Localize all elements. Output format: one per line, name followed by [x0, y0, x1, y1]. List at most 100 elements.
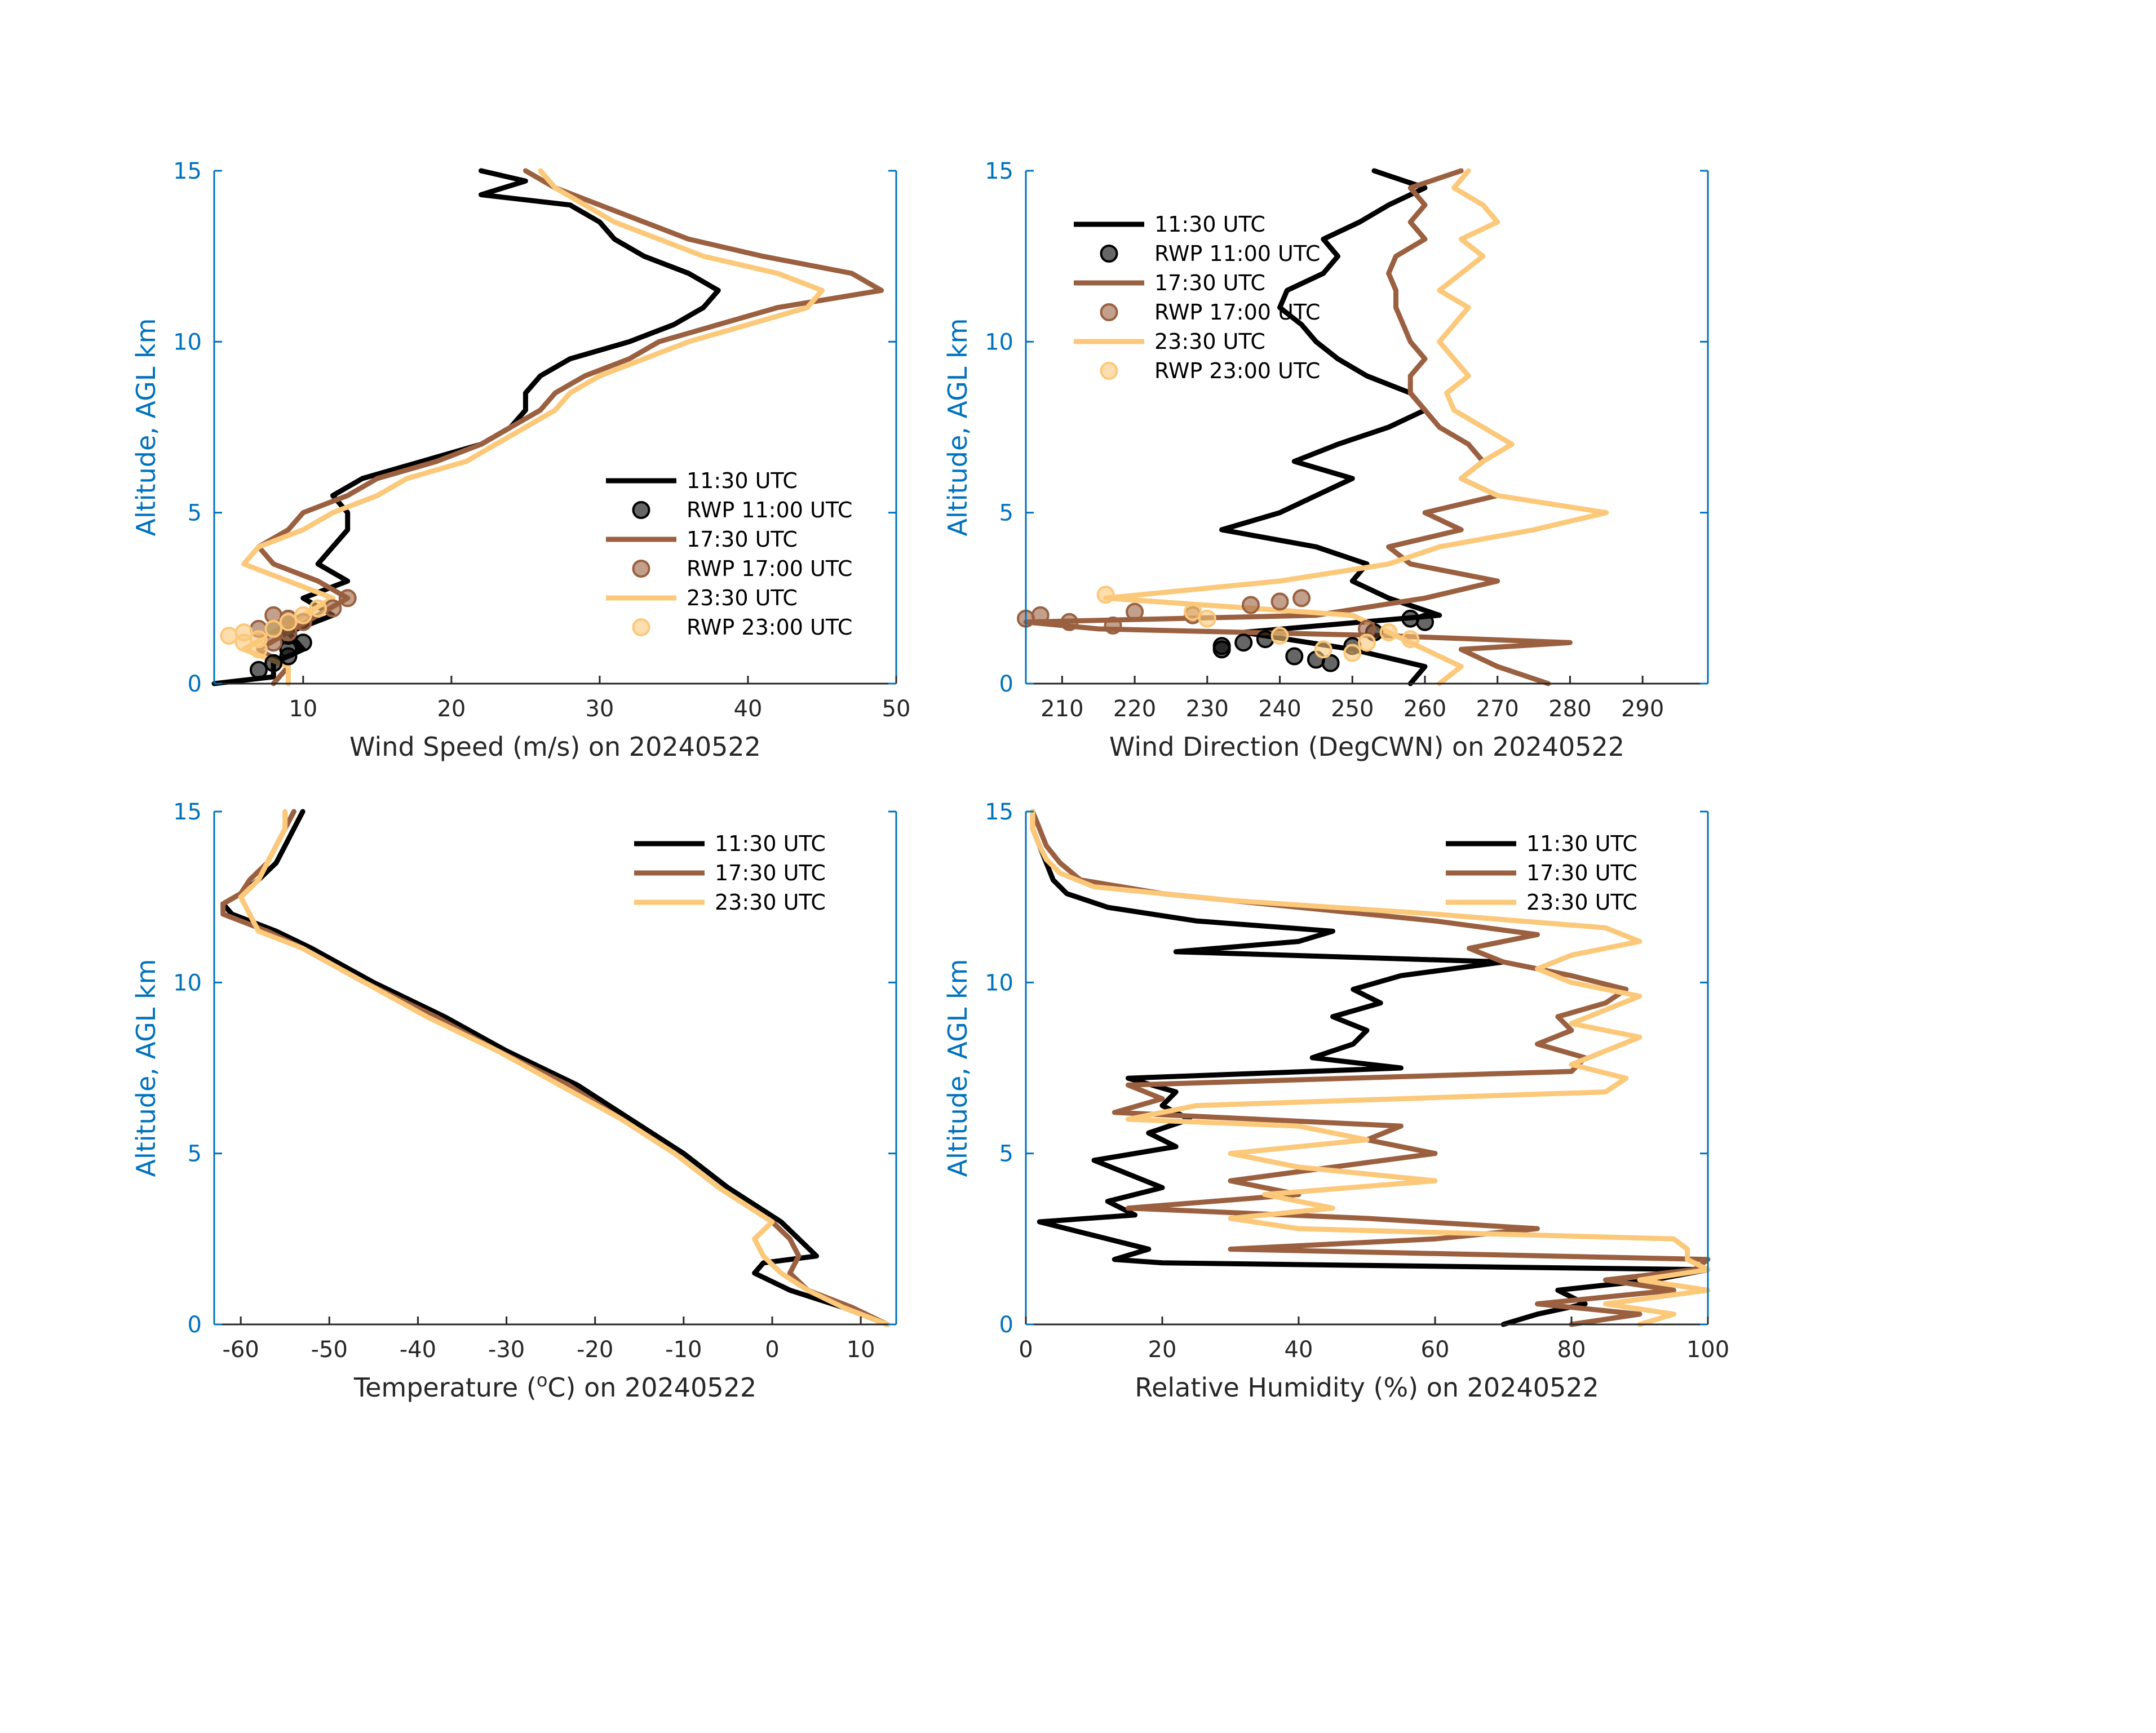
- y-axis-label: Altitude, AGL km: [131, 318, 161, 536]
- y-tick-label: 10: [173, 329, 202, 355]
- scatter-point: [324, 599, 342, 618]
- scatter-point: [1212, 637, 1231, 655]
- y-axis-label: Altitude, AGL km: [942, 318, 973, 536]
- x-tick-label: -60: [222, 1337, 259, 1363]
- scatter-point: [1242, 596, 1260, 614]
- series-line-11-30-utc: [1219, 168, 1442, 686]
- series-group: [1030, 809, 1711, 1327]
- legend-label-rwp-17-00-utc: RWP 17:00 UTC: [687, 556, 852, 581]
- scatter-point: [1104, 616, 1122, 635]
- legend-swatch-rwp-11-00-utc: [1100, 245, 1118, 263]
- legend-label-rwp-23-00-utc: RWP 23:00 UTC: [687, 615, 852, 640]
- scatter-point: [234, 623, 253, 641]
- scatter-point: [1379, 623, 1398, 641]
- y-tick-label: 15: [173, 158, 202, 184]
- legend-swatch-rwp-11-00-utc: [632, 501, 650, 519]
- legend-label-23-30-utc: 23:30 UTC: [1154, 329, 1265, 354]
- scatter-point: [1270, 627, 1289, 645]
- x-tick-label: 290: [1621, 696, 1664, 722]
- scatter-rwp-17-00-utc: [1017, 589, 1376, 638]
- legend-label-17-30-utc: 17:30 UTC: [1526, 861, 1637, 885]
- scatter-point: [1343, 644, 1362, 662]
- x-tick-label: 270: [1476, 696, 1519, 722]
- scatter-point: [1198, 609, 1216, 628]
- scatter-point: [264, 654, 283, 672]
- scatter-point: [1292, 589, 1311, 608]
- scatter-point: [264, 619, 283, 638]
- scatter-point: [1416, 613, 1434, 631]
- relative-humidity-panel: 0 20 40 60 80 100 0 5 10 15 Relative Humidity (%) …: [942, 799, 1729, 1403]
- legend-label-11-30-utc: 11:30 UTC: [1154, 212, 1265, 237]
- x-tick-label: 280: [1548, 696, 1591, 722]
- x-tick-label: 100: [1686, 1337, 1729, 1363]
- x-tick-label: 40: [1285, 1337, 1313, 1363]
- x-tick-label: 20: [1148, 1337, 1177, 1363]
- y-tick-label: 10: [985, 329, 1013, 355]
- scatter-point: [1256, 630, 1274, 649]
- scatter-point: [1234, 633, 1253, 652]
- x-tick-label: 60: [1421, 1337, 1450, 1363]
- y-tick-label: 5: [188, 1141, 202, 1167]
- x-axis-label: Wind Speed (m/s) on 20240522: [349, 732, 761, 762]
- series-line-17-30-utc: [1030, 809, 1711, 1327]
- x-axis-label: Wind Direction (DegCWN) on 20240522: [1109, 732, 1624, 762]
- scatter-point: [279, 613, 298, 631]
- scatter-point: [1060, 613, 1079, 631]
- x-tick-label: 240: [1258, 696, 1301, 722]
- scatter-point: [1358, 633, 1376, 652]
- legend-swatch-rwp-17-00-utc: [1100, 303, 1118, 321]
- x-tick-label: 230: [1186, 696, 1229, 722]
- x-tick-label: 220: [1113, 696, 1156, 722]
- x-axis-label: Temperature (oC) on 20240522: [353, 1369, 756, 1403]
- legend-label-rwp-11-00-utc: RWP 11:00 UTC: [687, 498, 852, 522]
- legend-label-17-30-utc: 17:30 UTC: [687, 527, 798, 552]
- x-axis-label: Relative Humidity (%) on 20240522: [1135, 1372, 1599, 1403]
- y-tick-label: 10: [985, 970, 1013, 996]
- y-tick-label: 5: [999, 1141, 1013, 1167]
- y-tick-label: 5: [999, 500, 1013, 526]
- legend: 11:30 UTC 17:30 UTC 23:30 UTC: [634, 831, 826, 915]
- x-tick-label: 30: [585, 696, 614, 722]
- legend-label-11-30-utc: 11:30 UTC: [1526, 831, 1637, 856]
- series-line-23-30-utc: [1030, 809, 1711, 1327]
- scatter-point: [220, 627, 238, 645]
- legend-swatch-rwp-23-00-utc: [632, 618, 650, 636]
- legend-label-rwp-11-00-utc: RWP 11:00 UTC: [1154, 241, 1320, 266]
- scatter-point: [1184, 602, 1202, 621]
- y-tick-label: 0: [188, 1312, 202, 1338]
- scatter-point: [249, 661, 268, 679]
- legend: 11:30 UTC 17:30 UTC 23:30 UTC: [1446, 831, 1637, 915]
- wind-speed-panel: 10 20 30 40 50 0 5 10 15 Wind Speed (m/s) on 2024…: [131, 158, 910, 762]
- y-tick-label: 15: [985, 799, 1013, 825]
- temperature-panel: -60 -50 -40 -30 -20 -10 0 10 0 5 10 15 Temperature (…: [131, 799, 897, 1403]
- wind-direction-panel: 210 220 230 240 250 260 270 280 290 0 5 10 15 Wind Di…: [942, 158, 1709, 762]
- scatter-rwp-23-00-utc: [1096, 586, 1420, 662]
- legend-label-rwp-17-00-utc: RWP 17:00 UTC: [1154, 300, 1320, 325]
- y-tick-label: 5: [188, 500, 202, 526]
- scatter-point: [249, 630, 268, 649]
- x-tick-label: -10: [665, 1337, 702, 1363]
- scatter-point: [1401, 630, 1420, 649]
- scatter-point: [1096, 586, 1115, 604]
- legend-label-23-30-utc: 23:30 UTC: [715, 890, 826, 915]
- legend-label-23-30-utc: 23:30 UTC: [1526, 890, 1637, 915]
- series-line-23-30-utc: [238, 809, 890, 1327]
- legend-label-23-30-utc: 23:30 UTC: [687, 586, 798, 610]
- scatter-rwp-23-00-utc: [220, 599, 327, 659]
- scatter-point: [1314, 640, 1332, 659]
- series-line-23-30-utc: [241, 168, 825, 686]
- x-tick-label: 10: [847, 1337, 875, 1363]
- scatter-point: [1285, 647, 1304, 666]
- y-tick-label: 15: [985, 158, 1013, 184]
- y-tick-label: 10: [173, 970, 202, 996]
- scatter-point: [294, 633, 312, 652]
- scatter-point: [1270, 592, 1289, 611]
- scatter-point: [1031, 606, 1050, 624]
- scatter-point: [309, 599, 327, 618]
- scatter-point: [1321, 654, 1340, 672]
- series-group: [220, 809, 890, 1327]
- scatter-point: [338, 589, 357, 608]
